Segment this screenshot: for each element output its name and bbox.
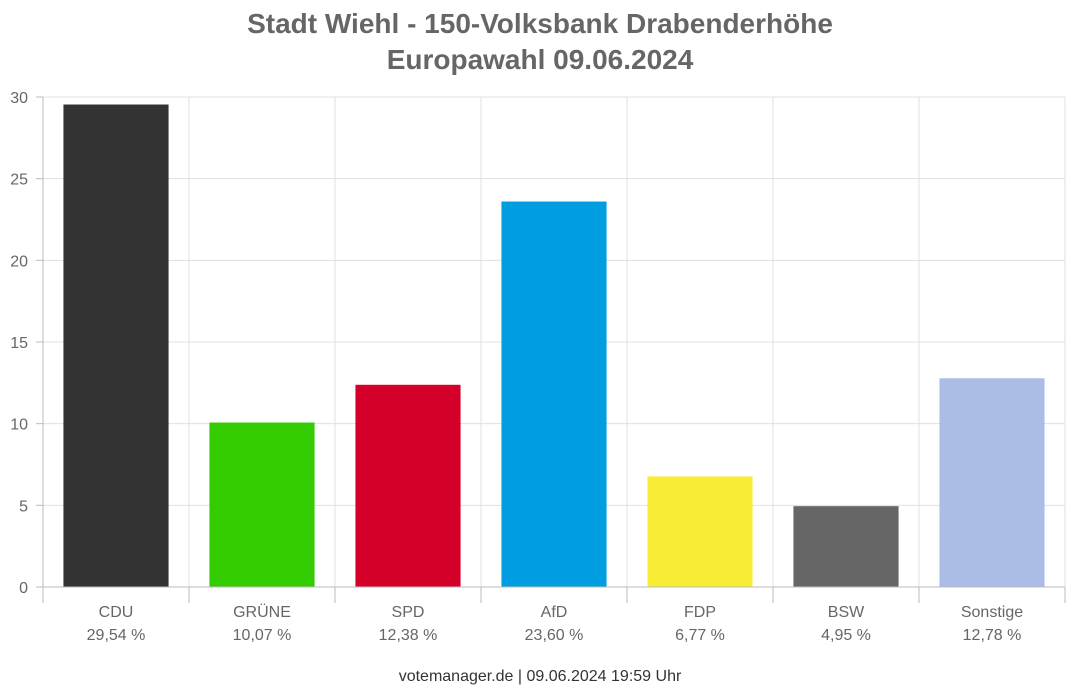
x-value-label: 29,54 % (87, 627, 146, 644)
x-value-label: 4,95 % (821, 627, 871, 644)
footer-source: votemanager.de | 09.06.2024 19:59 Uhr (398, 668, 682, 685)
y-tick-label: 30 (10, 90, 28, 107)
x-category-label: FDP (684, 604, 716, 621)
y-tick-label: 25 (10, 172, 28, 189)
x-value-label: 6,77 % (675, 627, 725, 644)
bar-fdp (647, 476, 753, 587)
axes (42, 97, 1066, 588)
x-category-label: Sonstige (961, 604, 1023, 621)
x-value-label: 12,78 % (963, 627, 1022, 644)
y-tick-label: 10 (10, 417, 28, 434)
x-value-label: 12,38 % (379, 627, 438, 644)
x-category-label: BSW (828, 604, 865, 621)
x-value-label: 10,07 % (233, 627, 292, 644)
bar-bsw (793, 506, 899, 587)
chart-subtitle: Europawahl 09.06.2024 (386, 44, 694, 75)
x-category-label: AfD (541, 604, 568, 621)
x-value-label: 23,60 % (525, 627, 584, 644)
x-category-label: CDU (99, 604, 134, 621)
bar-afd (501, 201, 607, 588)
y-tick-label: 15 (10, 335, 28, 352)
y-axis-ticks: 0 5 10 15 20 25 30 (10, 90, 28, 597)
chart-title: Stadt Wiehl - 150-Volksbank Drabenderhöh… (247, 8, 833, 39)
x-category-label: SPD (392, 604, 425, 621)
bar-cdu (63, 104, 169, 587)
bar-spd (355, 384, 461, 587)
bars (63, 104, 1045, 588)
x-category-label: GRÜNE (233, 603, 291, 621)
bar-grüne (209, 422, 315, 587)
y-tick-label: 20 (10, 253, 28, 270)
x-axis-labels: CDU 29,54 % GRÜNE 10,07 % SPD 12,38 % AfD 23,60… (87, 603, 1024, 644)
y-tick-label: 5 (19, 498, 28, 515)
bar-sonstige (939, 378, 1045, 587)
y-tick-label: 0 (19, 580, 28, 597)
